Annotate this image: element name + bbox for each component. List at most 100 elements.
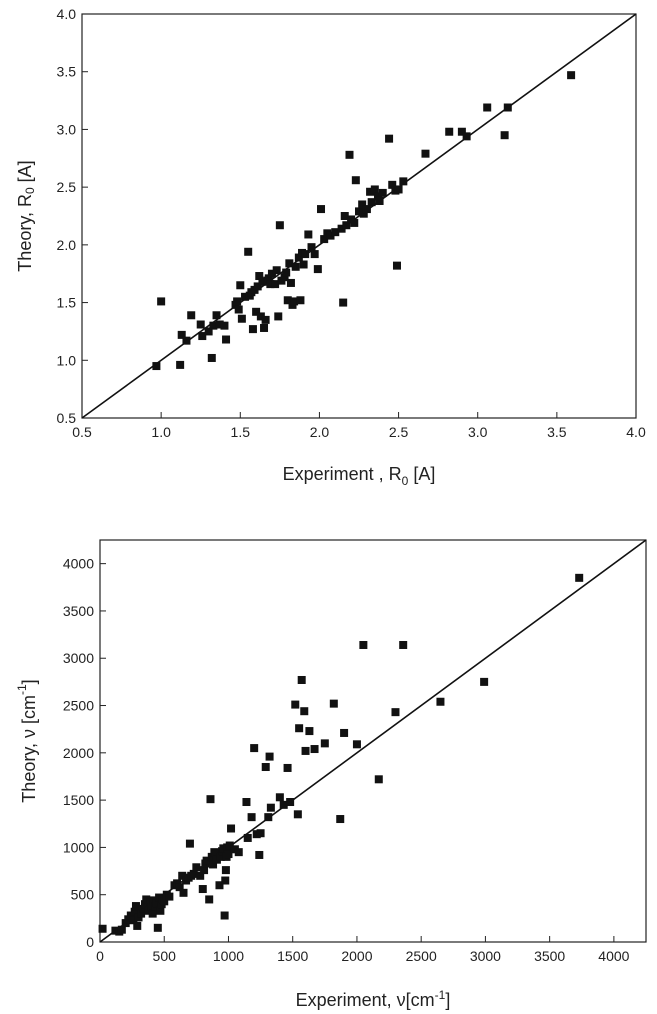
y-axis-title: Theory, ν [cm-1] [15, 679, 39, 802]
data-point [301, 250, 309, 258]
data-point [257, 829, 265, 837]
data-point [236, 281, 244, 289]
data-point [244, 834, 252, 842]
y-tick-label: 2.5 [57, 179, 77, 195]
data-point [133, 922, 141, 930]
data-point [286, 798, 294, 806]
data-point [264, 813, 272, 821]
data-point [186, 840, 194, 848]
y-axis-title: Theory, R0 [A] [15, 160, 37, 271]
data-point [504, 103, 512, 111]
data-point [311, 745, 319, 753]
x-tick-label: 500 [153, 948, 177, 964]
data-point [359, 641, 367, 649]
y-tick-label: 3.0 [57, 121, 77, 137]
data-point [222, 866, 230, 874]
data-point [363, 205, 371, 213]
data-point [317, 205, 325, 213]
data-point [262, 316, 270, 324]
x-tick-label: 2.0 [310, 424, 330, 440]
data-point [399, 641, 407, 649]
data-point [336, 815, 344, 823]
data-points [152, 71, 575, 370]
data-point [352, 176, 360, 184]
data-point [221, 912, 229, 920]
data-point [149, 910, 157, 918]
y-tick-labels: 05001000150020002500300035004000 [63, 556, 94, 950]
x-tick-label: 3.0 [468, 424, 488, 440]
y-tick-label: 3500 [63, 603, 94, 619]
reference-line [82, 14, 636, 418]
data-point [221, 877, 229, 885]
data-point [298, 676, 306, 684]
data-point [276, 221, 284, 229]
data-point [180, 889, 188, 897]
data-point [222, 336, 230, 344]
y-tick-label: 3.5 [57, 64, 77, 80]
data-point [483, 103, 491, 111]
y-tick-label: 0.5 [57, 410, 77, 426]
data-point [350, 219, 358, 227]
data-point [340, 729, 348, 737]
data-point [399, 177, 407, 185]
data-point [199, 885, 207, 893]
x-axis-title: Experiment, ν[cm-1] [296, 988, 451, 1010]
data-point [235, 305, 243, 313]
data-point [501, 131, 509, 139]
y-tick-label: 1.5 [57, 295, 77, 311]
data-point [213, 311, 221, 319]
data-point [154, 924, 162, 932]
data-point [248, 813, 256, 821]
data-point [255, 851, 263, 859]
data-point [385, 135, 393, 143]
data-point [262, 763, 270, 771]
data-point [273, 266, 281, 274]
x-axis-title: Experiment , R0 [A] [283, 464, 436, 488]
data-point [371, 185, 379, 193]
data-point [445, 128, 453, 136]
chart-bond-length: 0.5 1.0 1.5 2.0 2.5 3.0 3.5 4.0 0.51.01.52.02.5… [15, 6, 646, 488]
reference-line [100, 540, 646, 942]
data-point [260, 324, 268, 332]
data-point [295, 724, 303, 732]
data-point [575, 574, 583, 582]
x-tick-label: 3.5 [547, 424, 567, 440]
data-point [187, 311, 195, 319]
data-point [321, 739, 329, 747]
data-point [291, 701, 299, 709]
data-point [480, 678, 488, 686]
data-point [395, 185, 403, 193]
data-point [182, 337, 190, 345]
data-point [197, 321, 205, 329]
y-tick-label: 1.0 [57, 352, 77, 368]
y-tick-labels: 0.51.01.52.02.53.03.54.0 [57, 6, 77, 426]
data-point [436, 698, 444, 706]
data-point [284, 764, 292, 772]
x-tick-label: 1.5 [231, 424, 251, 440]
x-tick-label: 2.5 [389, 424, 409, 440]
x-tick-label: 0.5 [72, 424, 92, 440]
data-point [165, 893, 173, 901]
x-tick-label: 0 [96, 948, 104, 964]
data-point [250, 744, 258, 752]
data-point [292, 263, 300, 271]
data-point [99, 925, 107, 933]
data-point [235, 848, 243, 856]
data-point [192, 863, 200, 871]
x-tick-label: 1500 [277, 948, 308, 964]
data-point [276, 793, 284, 801]
data-point [282, 269, 290, 277]
x-tick-label: 4.0 [626, 424, 646, 440]
data-point [287, 279, 295, 287]
y-tick-label: 2000 [63, 745, 94, 761]
y-tick-label: 1500 [63, 792, 94, 808]
x-tick-label: 2500 [406, 948, 437, 964]
data-point [206, 795, 214, 803]
data-point [233, 297, 241, 305]
data-point [375, 775, 383, 783]
data-point [152, 362, 160, 370]
data-point [267, 804, 275, 812]
data-point [208, 354, 216, 362]
data-point [393, 262, 401, 270]
y-tick-label: 4.0 [57, 6, 77, 22]
